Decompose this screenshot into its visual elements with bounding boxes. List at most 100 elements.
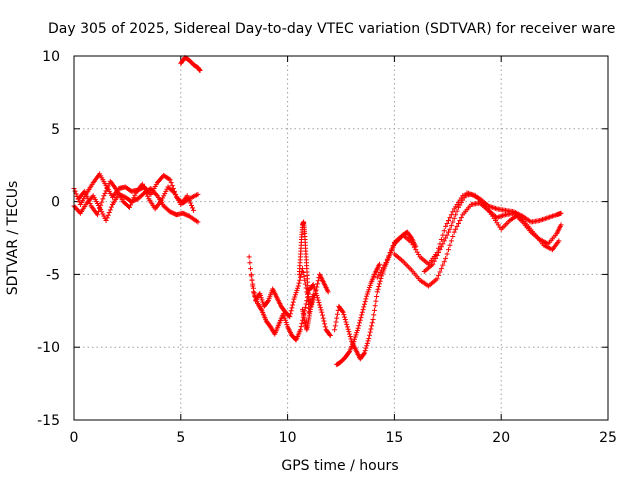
data-point (356, 323, 362, 329)
data-point (377, 278, 383, 284)
data-point (315, 278, 321, 284)
data-point (296, 280, 302, 286)
data-point (339, 308, 345, 314)
data-point (455, 220, 461, 226)
data-point (288, 308, 294, 314)
data-point (450, 219, 456, 225)
series-track-9 (332, 229, 419, 362)
plot-frame (73, 55, 609, 421)
series-track-5 (246, 254, 333, 343)
data-point (290, 299, 296, 305)
data-point (436, 250, 442, 256)
series-track-13 (421, 190, 562, 274)
data-point (104, 185, 110, 191)
data-point (453, 212, 459, 218)
data-point (101, 213, 107, 219)
data-point (355, 325, 361, 331)
data-point (83, 191, 89, 197)
axis-ticks: 0 5 10 15 20 25 -15 -10 -5 0 5 10 (37, 49, 617, 446)
data-point (169, 183, 175, 189)
data-point (443, 223, 449, 229)
data-point (451, 215, 457, 221)
data-point (364, 293, 370, 299)
data-point (447, 226, 453, 232)
data-point (82, 188, 88, 194)
data-point (106, 210, 112, 216)
x-tick-label: 20 (492, 430, 510, 446)
data-point (376, 281, 382, 287)
y-tick-label: 10 (42, 49, 60, 65)
data-point (293, 290, 299, 296)
data-point (390, 243, 396, 249)
data-point (321, 318, 327, 324)
data-point (363, 296, 369, 302)
data-point (357, 320, 363, 326)
data-point (367, 282, 373, 288)
data-point (340, 309, 346, 315)
data-point (295, 285, 301, 291)
data-point (187, 200, 193, 206)
data-point (389, 246, 395, 252)
y-tick-label: -10 (37, 340, 60, 356)
data-point (195, 219, 201, 225)
data-point (265, 299, 271, 305)
data-point (437, 247, 443, 253)
data-point (342, 317, 348, 323)
data-point (444, 251, 450, 257)
data-point (250, 285, 256, 291)
data-point (313, 287, 319, 293)
data-point (100, 211, 106, 217)
data-point (448, 238, 454, 244)
data-point (359, 312, 365, 318)
data-point (433, 255, 439, 261)
data-point (446, 229, 452, 235)
data-point (446, 218, 452, 224)
data-point (451, 229, 457, 235)
data-point (315, 281, 321, 287)
data-point (438, 266, 444, 272)
data-point (354, 327, 360, 333)
data-point (322, 324, 328, 330)
data-point (127, 204, 133, 210)
data-point (430, 261, 436, 267)
data-point (287, 314, 293, 320)
data-point (260, 299, 266, 305)
data-point (317, 302, 323, 308)
data-point (344, 321, 350, 327)
data-point (333, 319, 339, 325)
data-point (319, 312, 325, 318)
data-point (443, 255, 449, 261)
data-point (450, 234, 456, 240)
data-point (434, 252, 440, 258)
data-point (332, 323, 338, 329)
data-point (250, 281, 256, 287)
data-point (438, 236, 444, 242)
data-point (364, 291, 370, 297)
data-point (105, 183, 111, 189)
data-point (448, 212, 454, 218)
data-point (334, 315, 340, 321)
data-point (108, 204, 114, 210)
data-point (556, 238, 562, 244)
data-point (317, 304, 323, 310)
data-point (162, 191, 168, 197)
x-tick-label: 5 (176, 430, 185, 446)
data-point (358, 315, 364, 321)
data-point (384, 256, 390, 262)
data-point (141, 186, 147, 192)
data-point (170, 189, 176, 195)
data-point (105, 212, 111, 218)
data-point (322, 321, 328, 327)
data-point (365, 289, 371, 295)
series-track-3 (75, 178, 197, 218)
data-point (248, 266, 254, 272)
data-point (291, 296, 297, 302)
data-point (437, 269, 443, 275)
data-point (297, 327, 303, 333)
data-point (363, 345, 369, 351)
data-point (247, 260, 253, 266)
data-point (373, 298, 379, 304)
data-point (283, 319, 289, 325)
y-tick-label: -15 (37, 413, 60, 429)
